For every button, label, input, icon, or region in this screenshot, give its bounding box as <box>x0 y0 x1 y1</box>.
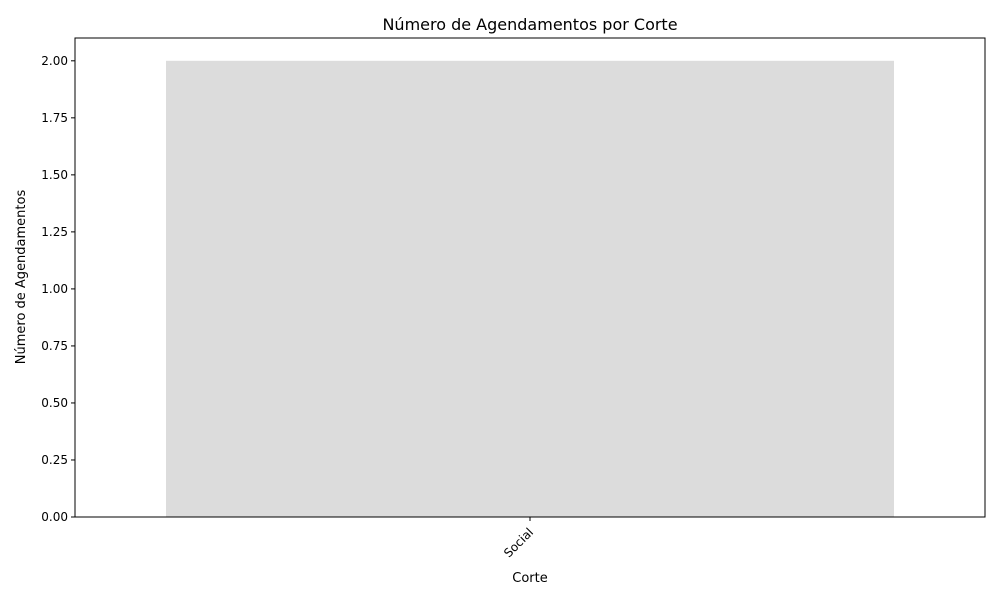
y-tick-label: 1.00 <box>41 282 68 296</box>
y-axis: 0.00 0.25 0.50 0.75 1.00 1.25 1.50 1.75 2.00 <box>41 54 75 524</box>
bar-social <box>166 60 894 518</box>
y-tick-label: 1.25 <box>41 225 68 239</box>
y-tick-label: 1.75 <box>41 111 68 125</box>
y-tick-label: 0.25 <box>41 453 68 467</box>
y-tick-label: 0.50 <box>41 396 68 410</box>
y-axis-label: Número de Agendamentos <box>14 190 29 365</box>
x-tick-label: Social <box>501 525 536 560</box>
bars-group <box>166 60 894 518</box>
chart-title: Número de Agendamentos por Corte <box>382 15 677 34</box>
x-axis-label: Corte <box>512 571 547 586</box>
y-tick-label: 0.00 <box>41 510 68 524</box>
y-tick-label: 2.00 <box>41 54 68 68</box>
y-tick-label: 0.75 <box>41 339 68 353</box>
x-axis: Social <box>501 517 536 560</box>
y-tick-label: 1.50 <box>41 168 68 182</box>
